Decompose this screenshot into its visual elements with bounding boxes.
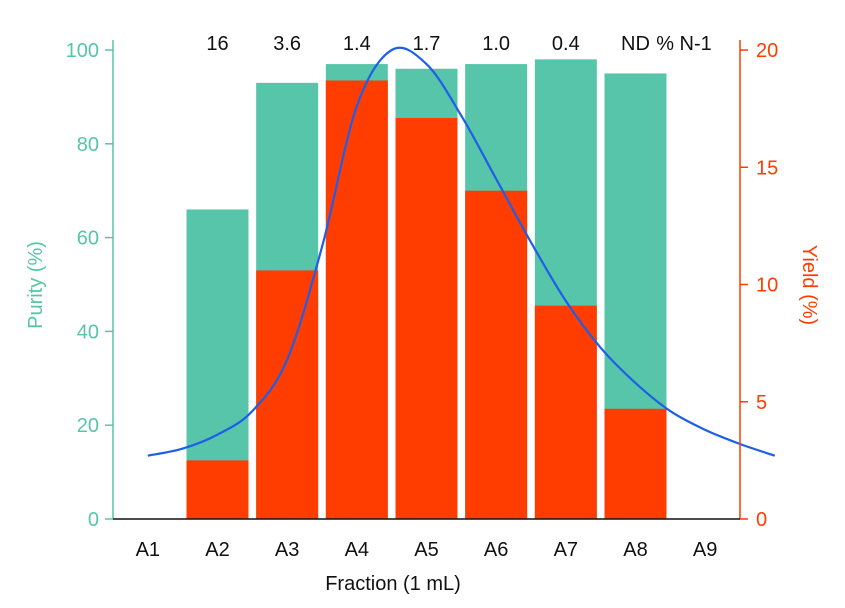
y-axis-left-title: Purity (%) (25, 241, 47, 329)
x-tick-label-a1: A1 (136, 539, 160, 561)
y-right-tick-label: 5 (756, 392, 767, 414)
yield-curve-line (147, 46, 776, 457)
x-tick-label-a3: A3 (275, 539, 299, 561)
y-left-tick-label: 60 (77, 228, 99, 250)
curve-layer (147, 46, 776, 457)
n-minus-1-value-a6: 1.0 (482, 33, 510, 55)
bars-layer (186, 59, 667, 520)
n-minus-1-value-a8: ND (621, 33, 650, 55)
y-right-tick-label: 0 (756, 509, 767, 531)
y-right-tick-label: 10 (756, 275, 778, 297)
n-minus-1-value-a5: 1.7 (413, 33, 441, 55)
n-minus-1-value-a3: 3.6 (273, 33, 301, 55)
yield-bar-a2 (186, 460, 249, 519)
y-left-tick-label: 40 (77, 321, 99, 343)
x-tick-label-a6: A6 (484, 539, 508, 561)
yield-bar-a4 (325, 80, 388, 520)
y-left-tick-label: 0 (88, 509, 99, 531)
n-minus-1-value-a2: 16 (206, 33, 228, 55)
n-minus-1-value-a4: 1.4 (343, 33, 371, 55)
yield-bar-a5 (395, 118, 458, 519)
x-tick-label-a7: A7 (554, 539, 578, 561)
y-left-tick-label: 20 (77, 415, 99, 437)
x-tick-label-a5: A5 (414, 539, 438, 561)
axes-layer: 0 20 40 60 80 100 0 5 10 15 20 (66, 40, 778, 531)
labels-layer: A1 A2 A3 A4 A5 A6 A7 A8 A9 16 3.6 1.4 1.7 1.0 0.4 ND (136, 33, 718, 561)
y-right-tick-label: 20 (756, 40, 778, 62)
y-axis-right-title: Yield (%) (798, 245, 820, 325)
yield-bar-a6 (465, 190, 528, 519)
n-minus-1-header: % N-1 (656, 33, 712, 55)
x-tick-label-a2: A2 (205, 539, 229, 561)
y-left-tick-label: 80 (77, 134, 99, 156)
y-left-tick-label: 100 (66, 40, 99, 62)
x-tick-label-a8: A8 (623, 539, 647, 561)
yield-bar-a8 (604, 408, 667, 519)
yield-bar-a7 (534, 305, 597, 519)
x-axis-title: Fraction (1 mL) (325, 573, 461, 595)
x-tick-label-a4: A4 (345, 539, 369, 561)
n-minus-1-value-a7: 0.4 (552, 33, 580, 55)
y-right-tick-label: 15 (756, 157, 778, 179)
x-tick-label-a9: A9 (693, 539, 717, 561)
